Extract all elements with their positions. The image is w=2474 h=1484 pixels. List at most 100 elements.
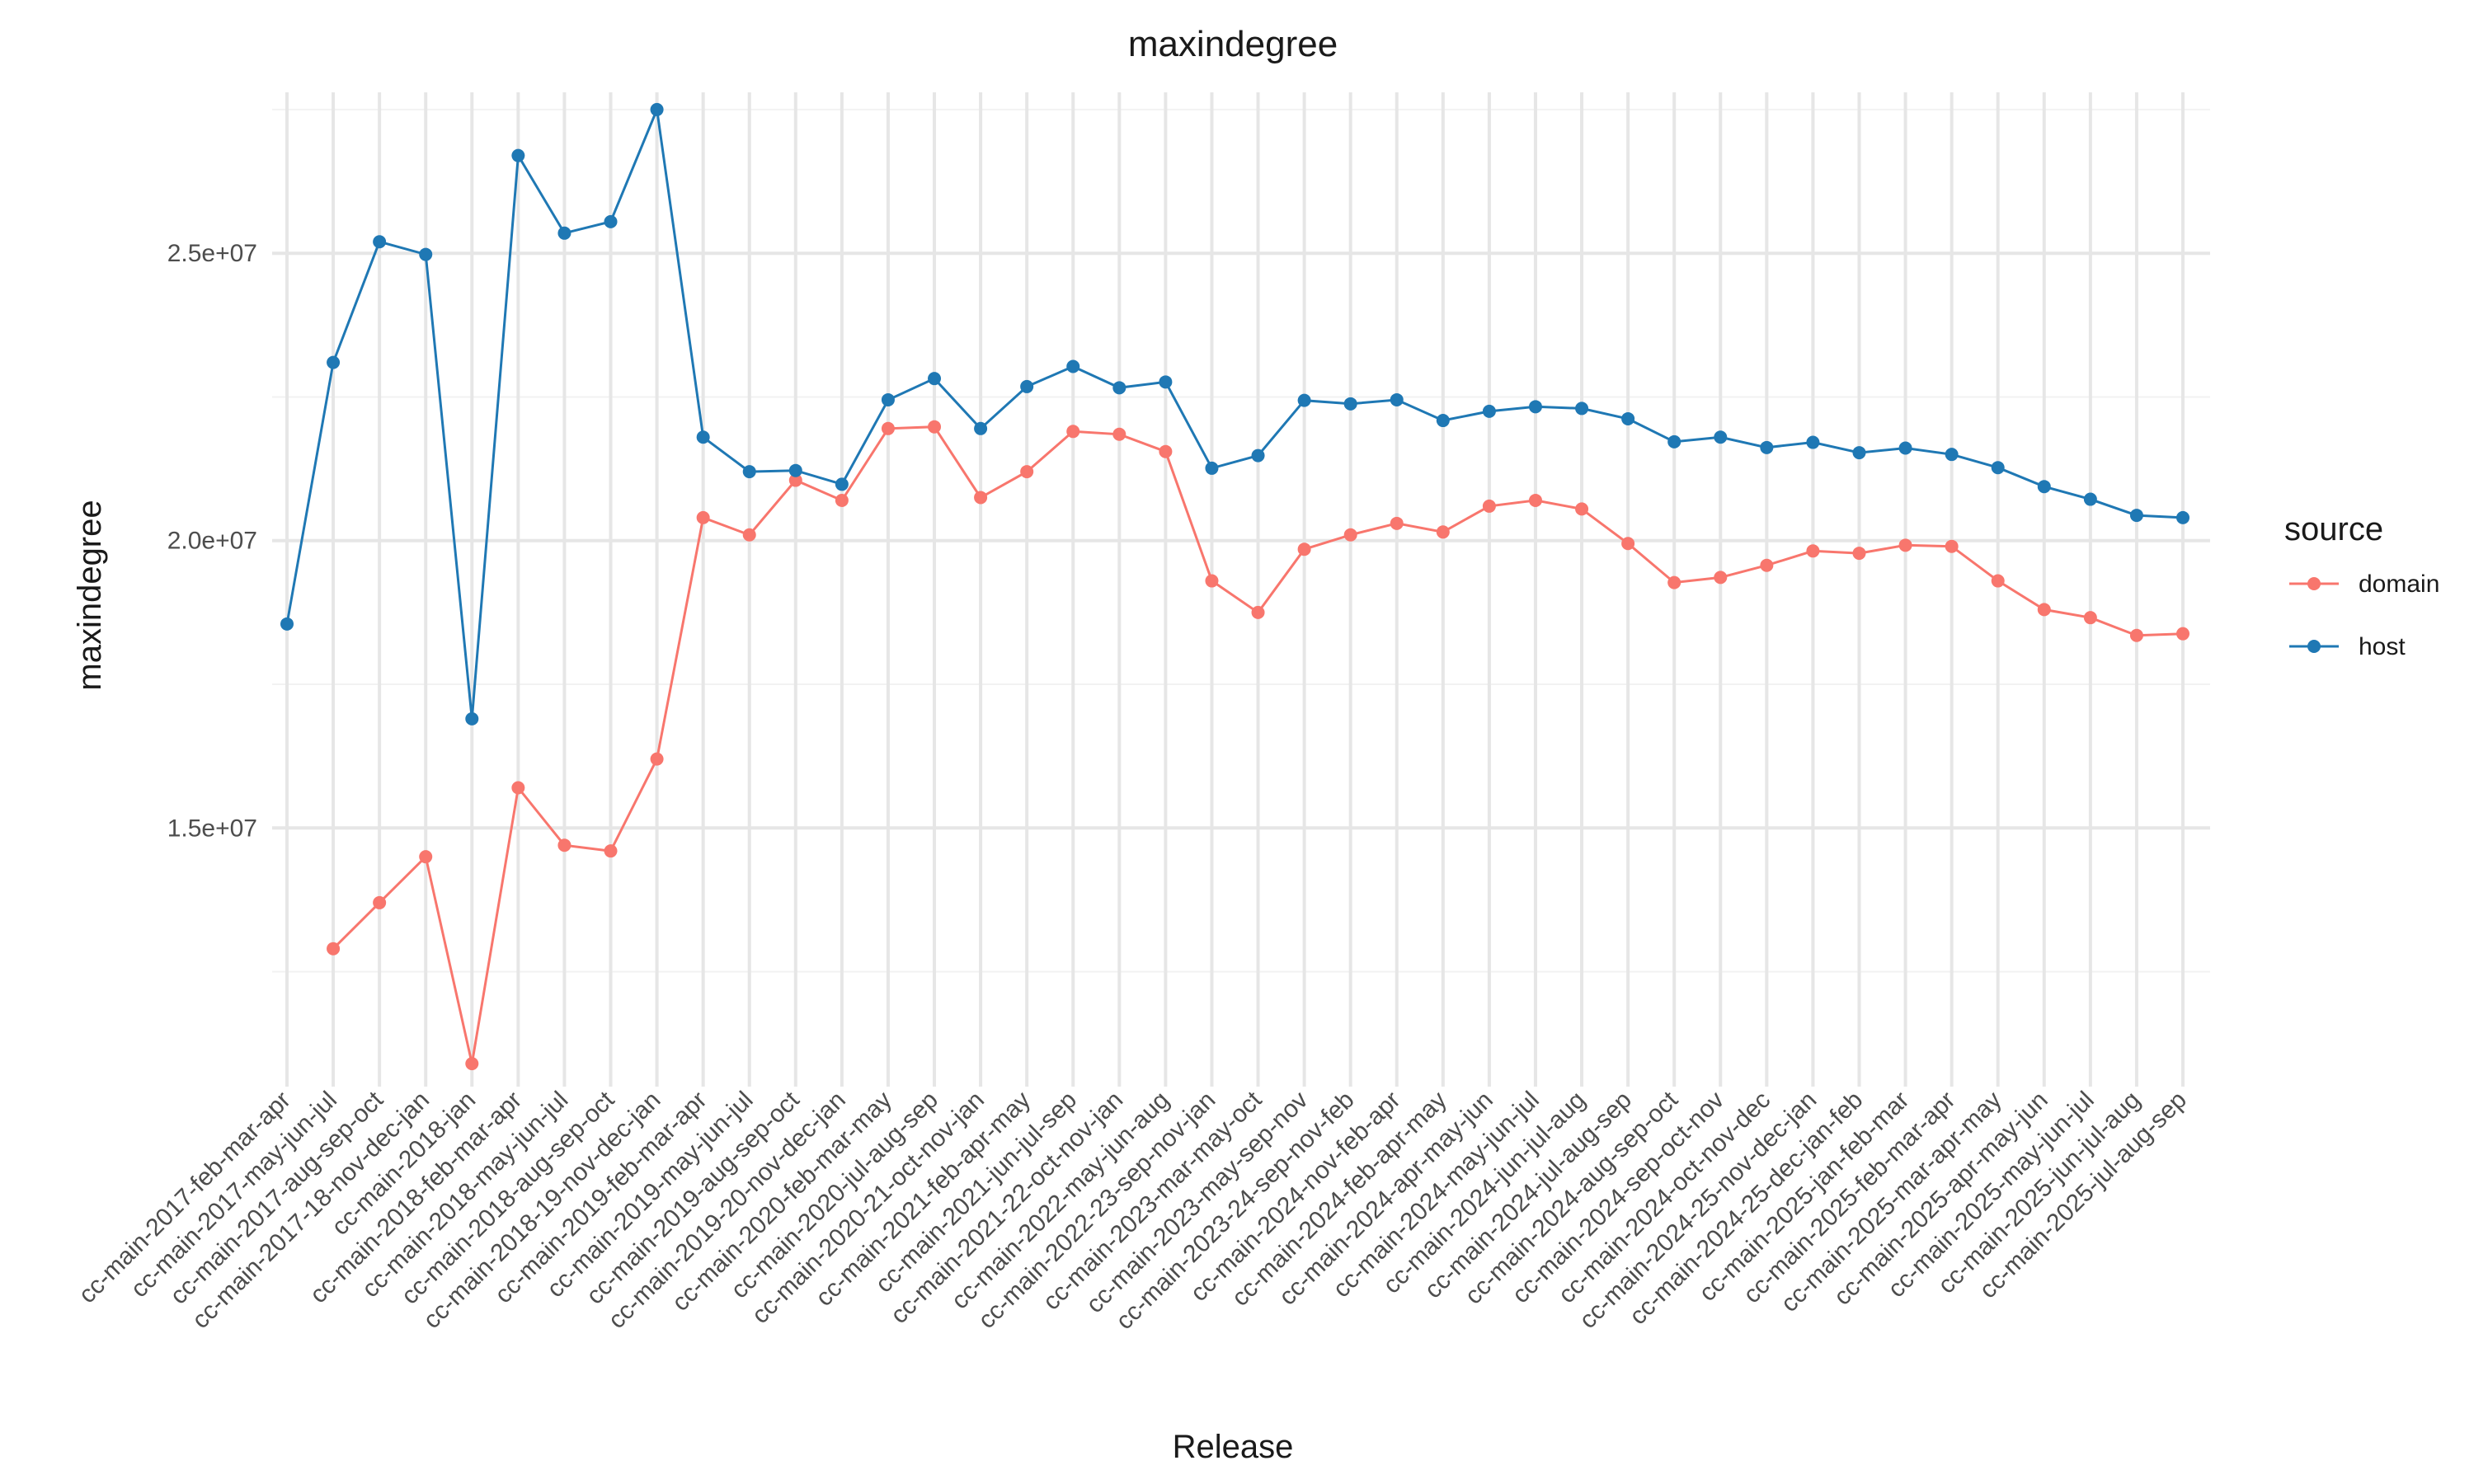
- legend-item-host: host: [2289, 633, 2406, 660]
- plot-area: [272, 92, 2210, 1087]
- data-point-host: [788, 463, 802, 477]
- data-point-domain: [696, 510, 710, 524]
- data-point-host: [1297, 393, 1311, 407]
- legend-label: host: [2359, 633, 2406, 660]
- data-point-domain: [1667, 575, 1681, 589]
- data-point-host: [1991, 461, 2005, 475]
- data-point-domain: [1482, 499, 1496, 513]
- data-point-host: [1251, 448, 1265, 463]
- data-point-domain: [1390, 516, 1404, 530]
- data-point-host: [1436, 414, 1450, 428]
- data-point-host: [742, 465, 756, 479]
- data-point-domain: [1945, 539, 1959, 553]
- data-point-domain: [1020, 465, 1034, 479]
- data-point-domain: [1251, 605, 1265, 619]
- data-point-host: [2083, 492, 2097, 506]
- data-point-host: [1575, 402, 1589, 416]
- data-point-host: [1159, 375, 1173, 389]
- data-point-host: [373, 235, 387, 249]
- data-point-domain: [2037, 603, 2051, 617]
- data-point-host: [2176, 510, 2189, 524]
- data-point-domain: [373, 895, 387, 909]
- data-point-host: [1066, 359, 1080, 373]
- data-point-domain: [604, 844, 618, 858]
- data-point-domain: [1343, 528, 1357, 542]
- data-point-domain: [974, 491, 988, 505]
- data-point-host: [1852, 446, 1866, 460]
- data-point-host: [2129, 509, 2143, 523]
- legend: source domain host: [2284, 511, 2439, 660]
- data-point-domain: [557, 838, 571, 852]
- data-point-host: [1714, 430, 1728, 444]
- y-tick-label: 1.5e+07: [167, 815, 257, 842]
- legend-label: domain: [2359, 571, 2439, 598]
- legend-key-point: [2307, 577, 2321, 590]
- data-point-host: [1760, 440, 1774, 454]
- data-point-domain: [1205, 574, 1219, 588]
- data-point-host: [604, 214, 618, 228]
- data-point-domain: [1436, 525, 1450, 539]
- data-point-domain: [1528, 493, 1542, 507]
- data-point-host: [1205, 461, 1219, 475]
- data-point-domain: [928, 420, 942, 434]
- x-axis-title: Release: [1173, 1429, 1294, 1465]
- data-point-domain: [1852, 547, 1866, 561]
- data-point-host: [650, 102, 664, 116]
- data-point-host: [419, 247, 433, 261]
- legend-key-point: [2307, 640, 2321, 653]
- data-point-host: [696, 430, 710, 444]
- data-point-host: [928, 372, 942, 386]
- data-point-domain: [835, 493, 849, 507]
- data-point-host: [1343, 397, 1357, 411]
- y-axis: 1.5e+07 2.0e+07 2.5e+07: [167, 240, 257, 842]
- data-point-domain: [2176, 627, 2189, 641]
- y-axis-title: maxindegree: [72, 500, 108, 690]
- data-point-host: [1482, 404, 1496, 418]
- gridlines: [272, 92, 2210, 1087]
- data-point-domain: [650, 752, 664, 766]
- data-point-domain: [881, 421, 895, 435]
- data-point-host: [974, 421, 988, 435]
- legend-item-domain: domain: [2289, 571, 2439, 598]
- data-point-domain: [1714, 571, 1728, 585]
- data-point-domain: [1898, 538, 1912, 552]
- data-point-host: [511, 148, 525, 162]
- data-point-domain: [1297, 542, 1311, 556]
- data-point-host: [835, 477, 849, 491]
- data-point-domain: [1991, 574, 2005, 588]
- data-point-host: [1806, 435, 1820, 449]
- data-point-host: [1020, 379, 1034, 393]
- chart-title: maxindegree: [1128, 24, 1338, 64]
- data-point-host: [1945, 448, 1959, 462]
- data-point-domain: [1575, 502, 1589, 516]
- data-point-domain: [2129, 628, 2143, 642]
- data-point-domain: [419, 850, 433, 864]
- data-point-host: [1528, 400, 1542, 414]
- y-tick-label: 2.0e+07: [167, 528, 257, 555]
- data-point-host: [1390, 392, 1404, 406]
- data-point-host: [280, 617, 294, 631]
- data-point-host: [2037, 480, 2051, 494]
- data-point-host: [327, 355, 341, 369]
- data-point-domain: [1159, 444, 1173, 458]
- y-tick-label: 2.5e+07: [167, 240, 257, 267]
- series-domain: [327, 420, 2189, 1071]
- data-point-domain: [788, 473, 802, 487]
- data-point-domain: [1112, 427, 1126, 441]
- data-point-domain: [327, 942, 341, 956]
- data-point-host: [1112, 381, 1126, 395]
- data-point-host: [881, 392, 895, 406]
- legend-title: source: [2284, 511, 2383, 547]
- series-layer: [280, 102, 2189, 1071]
- x-axis: cc-main-2017-feb-mar-aprcc-main-2017-may…: [73, 1086, 2192, 1335]
- data-point-domain: [742, 528, 756, 542]
- data-point-domain: [1066, 425, 1080, 439]
- series-line-host: [285, 105, 2184, 719]
- data-point-host: [557, 226, 571, 240]
- series-host: [280, 102, 2189, 726]
- data-point-domain: [1760, 558, 1774, 572]
- data-point-host: [465, 711, 479, 726]
- data-point-domain: [465, 1057, 479, 1071]
- data-point-host: [1621, 411, 1635, 425]
